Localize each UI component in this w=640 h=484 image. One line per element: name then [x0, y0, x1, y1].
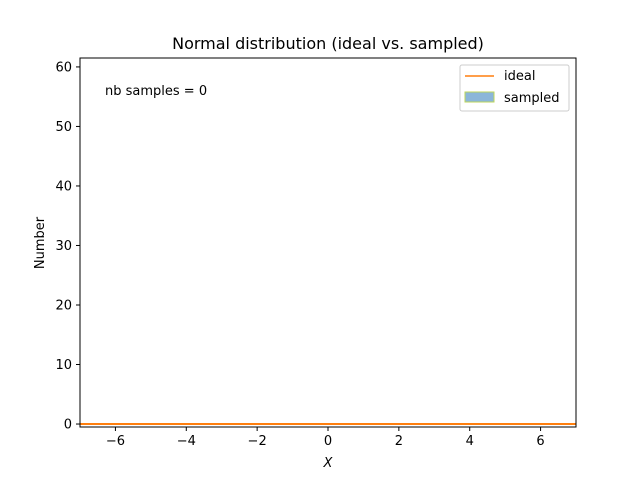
legend-sampled-label: sampled: [504, 91, 560, 106]
plot-area: [79, 57, 577, 428]
legend: ideal sampled: [459, 64, 570, 112]
y-tick-label: 10: [55, 358, 72, 373]
legend-ideal-label: ideal: [504, 69, 535, 84]
y-tick-label: 60: [55, 60, 72, 75]
y-tick-label: 30: [55, 239, 72, 254]
x-tick-label: −2: [248, 434, 267, 449]
x-tick-label: −6: [106, 434, 125, 449]
y-tick-label: 40: [55, 179, 72, 194]
y-axis-label: Number: [33, 216, 48, 269]
x-axis-ticks: −6 −4 −2 0 2 4 6: [106, 427, 545, 449]
x-tick-label: 4: [466, 434, 474, 449]
legend-sampled-swatch: [464, 91, 495, 103]
x-axis-label: X: [323, 456, 334, 471]
x-tick-label: −4: [177, 434, 196, 449]
y-tick-label: 50: [55, 120, 72, 135]
chart-title: Normal distribution (ideal vs. sampled): [172, 34, 484, 53]
x-tick-label: 6: [536, 434, 544, 449]
axes-background: [80, 58, 576, 427]
x-tick-label: 0: [324, 434, 332, 449]
samples-count-annotation: nb samples = 0: [105, 84, 207, 99]
y-tick-label: 0: [64, 418, 72, 433]
y-axis-ticks: 0 10 20 30 40 50 60: [55, 60, 80, 433]
x-tick-label: 2: [395, 434, 403, 449]
y-tick-label: 20: [55, 298, 72, 313]
